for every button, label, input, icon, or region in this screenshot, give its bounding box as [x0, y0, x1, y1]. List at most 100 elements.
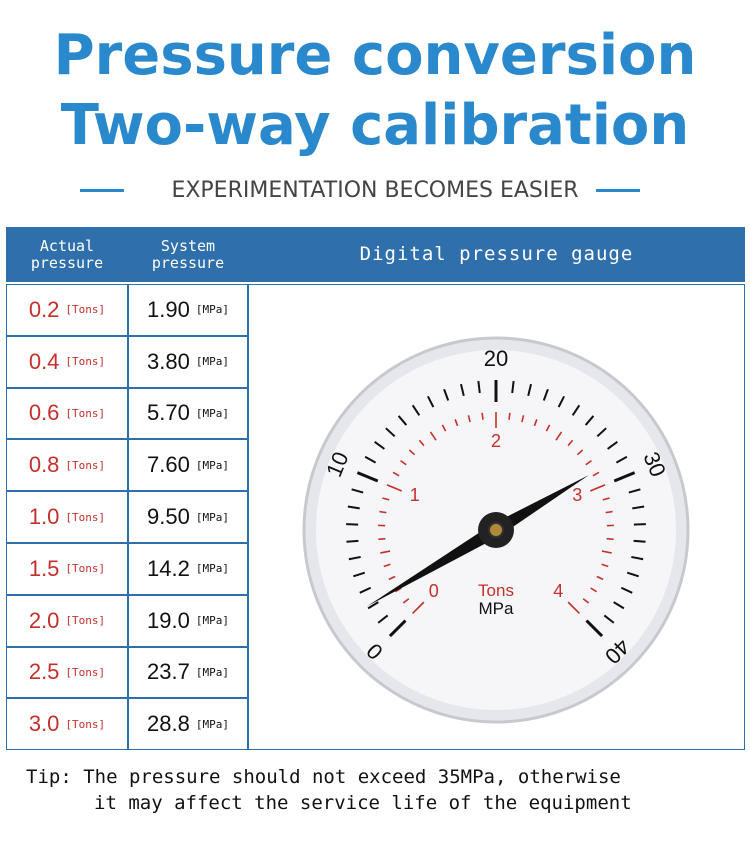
- cell: 3.80 [MPa]: [128, 335, 248, 388]
- inner-label: 2: [491, 431, 501, 451]
- mpa-value: 9.50: [147, 504, 190, 530]
- outer-tick: [348, 556, 361, 561]
- outer-tick: [443, 389, 450, 401]
- cell: 2.0 [Tons]: [6, 594, 128, 647]
- outer-tick: [557, 395, 565, 408]
- mpa-unit: [MPa]: [195, 406, 229, 420]
- mpa-unit: [MPa]: [195, 562, 229, 576]
- outer-tick: [388, 619, 407, 638]
- divider: [80, 189, 124, 192]
- outer-tick: [628, 488, 641, 494]
- cell: 1.5 [Tons]: [6, 543, 128, 595]
- outer-tick: [632, 505, 645, 510]
- tons-value: 0.2: [28, 296, 60, 322]
- mpa-value: 14.2: [147, 555, 190, 581]
- outer-tick: [359, 586, 372, 594]
- outer-tick: [626, 571, 639, 578]
- tons-value: 0.6: [28, 400, 60, 426]
- inner-tick: [521, 415, 525, 423]
- inner-tick: [585, 460, 592, 466]
- tip: Tip: The pressure should not exceed 35MP…: [26, 766, 621, 788]
- inner-label: 1: [410, 485, 420, 505]
- mpa-value: 5.70: [147, 400, 190, 426]
- inner-tick: [567, 439, 574, 447]
- inner-tick: [441, 424, 447, 432]
- outer-tick: [427, 395, 435, 408]
- tons-unit: [Tons]: [65, 510, 106, 524]
- tons-unit: [Tons]: [65, 355, 106, 369]
- mpa-unit: [MPa]: [195, 458, 229, 472]
- inner-tick: [605, 510, 613, 514]
- outer-tick: [377, 614, 389, 624]
- tons-unit: [Tons]: [65, 303, 106, 317]
- header-cell: Actual pressure: [6, 227, 128, 282]
- inner-tick: [388, 575, 396, 581]
- inner-tick: [383, 563, 391, 568]
- title: Two-way calibration: [60, 93, 690, 158]
- outer-tick: [460, 384, 465, 397]
- needle: [366, 475, 589, 607]
- outer-tick: [596, 427, 607, 438]
- outer-tick: [364, 455, 377, 464]
- cell: 7.60 [MPa]: [128, 439, 248, 492]
- inner-tick: [545, 424, 551, 432]
- outer-tick: [527, 384, 532, 397]
- cell: 0.4 [Tons]: [6, 335, 128, 388]
- mpa-unit: [MPa]: [195, 303, 229, 317]
- inner-tick: [481, 412, 484, 420]
- unit-inner: Tons: [478, 581, 514, 600]
- tons-value: 2.5: [28, 659, 60, 685]
- outer-tick: [620, 586, 633, 594]
- inner-label: 4: [553, 581, 563, 601]
- cell: 3.0 [Tons]: [6, 698, 128, 751]
- inner-tick: [382, 497, 390, 501]
- outer-tick: [511, 381, 515, 394]
- cell: 28.8 [MPa]: [128, 698, 248, 751]
- outer-tick: [607, 441, 618, 450]
- tons-unit: [Tons]: [65, 458, 106, 472]
- cell: 0.6 [Tons]: [6, 387, 128, 440]
- cell: 0.8 [Tons]: [6, 439, 128, 492]
- outer-tick: [367, 601, 379, 610]
- inner-tick: [533, 419, 538, 427]
- inner-tick: [411, 601, 425, 615]
- outer-tick: [397, 415, 408, 426]
- inner-tick: [467, 415, 471, 423]
- outer-tick: [353, 571, 366, 578]
- header-cell: Digital pressure gauge: [248, 227, 745, 282]
- mpa-value: 28.8: [147, 711, 190, 737]
- inner-tick: [429, 431, 437, 441]
- outer-tick: [613, 471, 636, 483]
- mpa-unit: [MPa]: [195, 665, 229, 679]
- header-text: System pressure: [151, 236, 225, 272]
- tons-unit: [Tons]: [65, 406, 106, 420]
- outer-tick: [584, 415, 595, 426]
- inner-tick: [508, 412, 511, 420]
- inner-label: 3: [572, 485, 582, 505]
- outer-tick: [603, 614, 615, 624]
- inner-tick: [601, 550, 612, 554]
- outer-tick: [615, 455, 628, 464]
- title: Pressure conversion: [53, 23, 697, 88]
- inner-tick: [380, 550, 391, 554]
- mpa-unit: [MPa]: [195, 355, 229, 369]
- inner-tick: [582, 598, 590, 604]
- outer-tick: [633, 539, 646, 543]
- cell: 19.0 [MPa]: [128, 594, 248, 647]
- cell: 0.2 [Tons]: [6, 284, 128, 336]
- tons-value: 3.0: [28, 711, 60, 737]
- cell: 1.0 [Tons]: [6, 491, 128, 543]
- inner-label: 0: [429, 581, 439, 601]
- inner-tick: [567, 601, 581, 615]
- inner-tick: [379, 510, 387, 514]
- inner-tick: [386, 484, 403, 492]
- cell: 5.70 [MPa]: [128, 387, 248, 440]
- inner-tick: [378, 538, 386, 541]
- inner-tick: [418, 439, 425, 447]
- outer-label: 20: [484, 346, 508, 371]
- outer-tick: [585, 619, 604, 638]
- inner-tick: [576, 449, 584, 456]
- outer-tick: [356, 471, 379, 483]
